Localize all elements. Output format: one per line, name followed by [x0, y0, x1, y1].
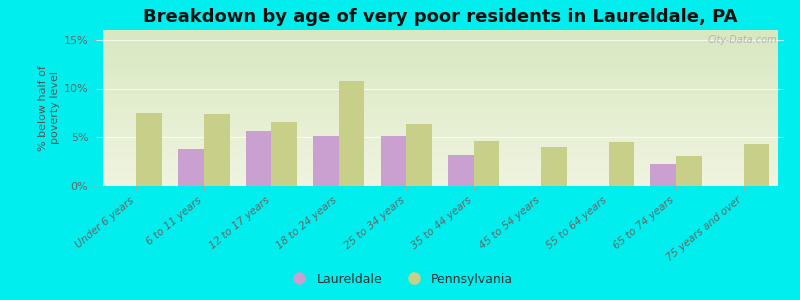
Bar — [609, 142, 634, 186]
Title: Breakdown by age of very poor residents in Laureldale, PA: Breakdown by age of very poor residents … — [142, 8, 738, 26]
Bar — [406, 124, 432, 186]
Bar — [381, 136, 406, 186]
Text: City-Data.com: City-Data.com — [707, 35, 777, 45]
Bar — [271, 122, 297, 186]
Bar — [246, 131, 271, 186]
Bar — [448, 155, 474, 186]
Bar — [676, 156, 702, 186]
Bar — [137, 113, 162, 186]
Bar — [204, 114, 230, 186]
Legend: Laureldale, Pennsylvania: Laureldale, Pennsylvania — [282, 268, 518, 291]
Y-axis label: % below half of
poverty level: % below half of poverty level — [38, 65, 59, 151]
Bar — [339, 81, 365, 186]
Bar — [650, 164, 676, 186]
Bar — [178, 149, 204, 186]
Bar — [541, 147, 567, 186]
Bar — [313, 136, 339, 186]
Bar — [474, 141, 499, 186]
Bar — [743, 144, 769, 186]
